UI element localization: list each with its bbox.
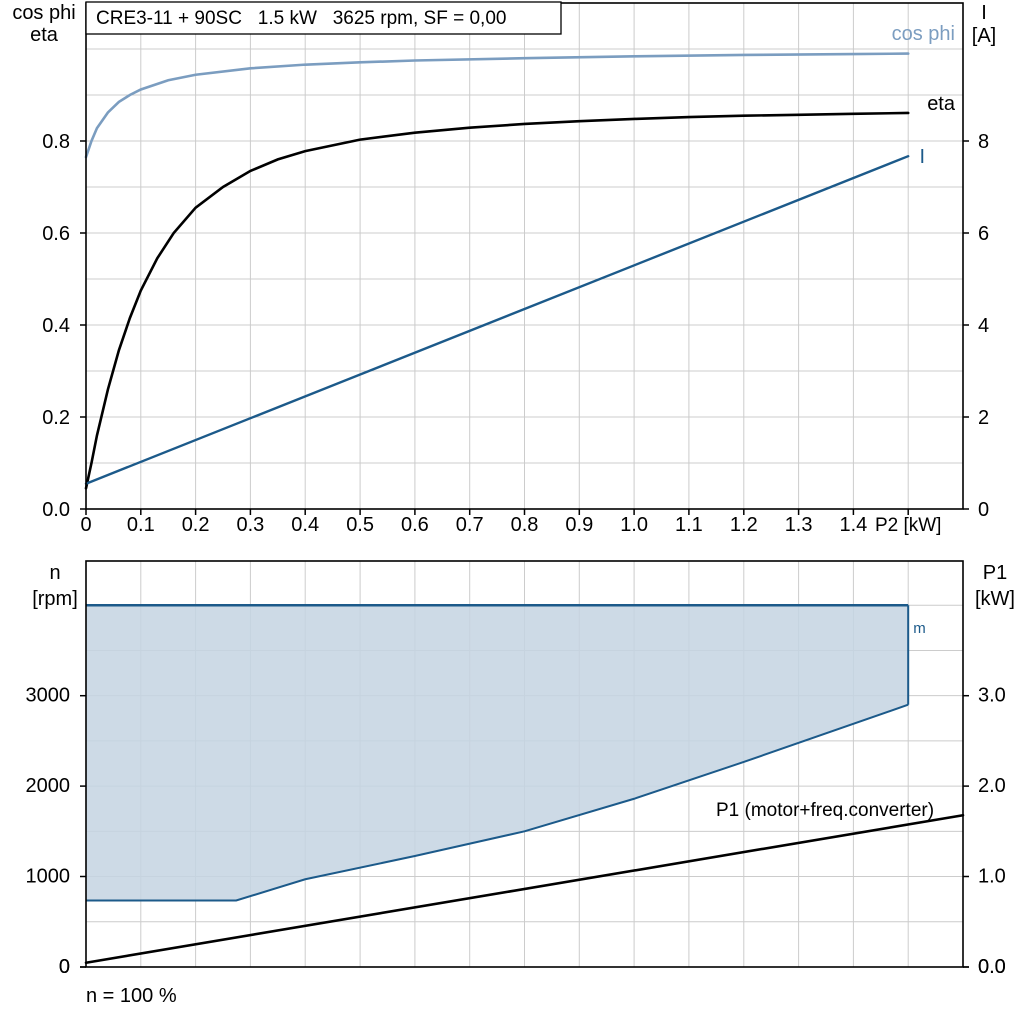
svg-text:eta: eta [30,24,59,46]
svg-text:0.2: 0.2 [182,514,210,536]
svg-text:1.0: 1.0 [620,514,648,536]
svg-text:P1: P1 [983,562,1007,584]
svg-text:cos phi: cos phi [892,23,955,45]
svg-text:0.4: 0.4 [291,514,319,536]
svg-text:n: n [49,562,60,584]
svg-text:1.3: 1.3 [785,514,813,536]
svg-text:cos phi: cos phi [12,2,75,24]
svg-text:0.2: 0.2 [42,407,70,429]
svg-text:[A]: [A] [972,25,996,47]
svg-text:[kW]: [kW] [975,588,1015,610]
svg-text:1.1: 1.1 [675,514,703,536]
svg-text:0.6: 0.6 [401,514,429,536]
svg-text:0.0: 0.0 [978,956,1006,978]
svg-text:1.0: 1.0 [978,866,1006,888]
svg-text:2.0: 2.0 [978,775,1006,797]
svg-text:I: I [919,146,925,168]
svg-text:2: 2 [978,407,989,429]
svg-text:2000: 2000 [26,775,71,797]
svg-text:0.3: 0.3 [236,514,264,536]
svg-text:1.2: 1.2 [730,514,758,536]
svg-text:0.8: 0.8 [511,514,539,536]
svg-text:0.4: 0.4 [42,315,70,337]
svg-text:3000: 3000 [26,685,71,707]
svg-text:0.6: 0.6 [42,223,70,245]
svg-text:1000: 1000 [26,866,71,888]
svg-text:0: 0 [978,499,989,521]
svg-text:8: 8 [978,131,989,153]
svg-text:4: 4 [978,315,989,337]
svg-text:I: I [981,2,987,24]
svg-text:P1 (motor+freq.converter): P1 (motor+freq.converter) [716,800,934,821]
svg-text:P2 [kW]: P2 [kW] [875,515,942,536]
svg-text:0.1: 0.1 [127,514,155,536]
svg-text:3.0: 3.0 [978,685,1006,707]
svg-text:0.8: 0.8 [42,131,70,153]
svg-text:0.7: 0.7 [456,514,484,536]
svg-text:0.5: 0.5 [346,514,374,536]
svg-text:m: m [913,620,926,637]
svg-text:[rpm]: [rpm] [32,588,78,610]
svg-text:CRE3-11 + 90SC 1.5 kW 3625: CRE3-11 + 90SC 1.5 kW 3625 rpm, SF = 0,0… [96,8,506,29]
svg-text:6: 6 [978,223,989,245]
svg-text:n = 100 %: n = 100 % [86,985,177,1007]
svg-text:0: 0 [80,514,91,536]
svg-text:eta: eta [927,93,956,115]
svg-text:1.4: 1.4 [839,514,867,536]
svg-text:0: 0 [59,956,70,978]
svg-text:0.0: 0.0 [42,499,70,521]
svg-text:0.9: 0.9 [565,514,593,536]
